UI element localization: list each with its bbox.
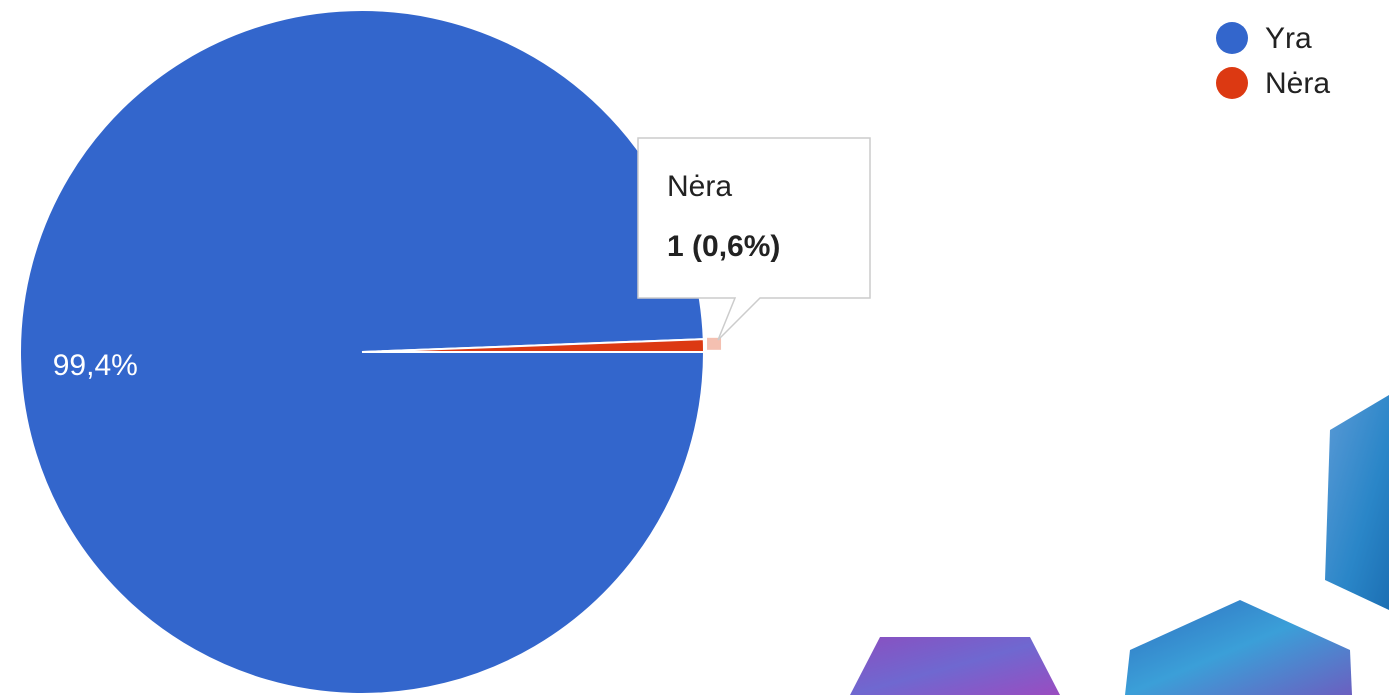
pie: 99,4% [19, 9, 722, 695]
tooltip-value: 1 (0,6%) [667, 230, 780, 263]
decor-hexagon [1325, 395, 1389, 610]
legend-label: Nėra [1265, 67, 1330, 100]
legend-swatch [1216, 22, 1248, 54]
decor-hexagon [1125, 600, 1352, 695]
tooltip-box [637, 137, 871, 341]
decor-hexagon [850, 637, 1060, 695]
tooltip-title: Nėra [667, 170, 732, 203]
tooltip: Nėra 1 (0,6%) [637, 137, 871, 341]
slice-highlight [707, 337, 722, 350]
legend: Yra Nėra [1216, 22, 1330, 100]
pie-slice [361, 338, 706, 353]
slice-label: 99,4% [53, 349, 138, 382]
legend-label: Yra [1265, 22, 1312, 55]
legend-swatch [1216, 67, 1248, 99]
